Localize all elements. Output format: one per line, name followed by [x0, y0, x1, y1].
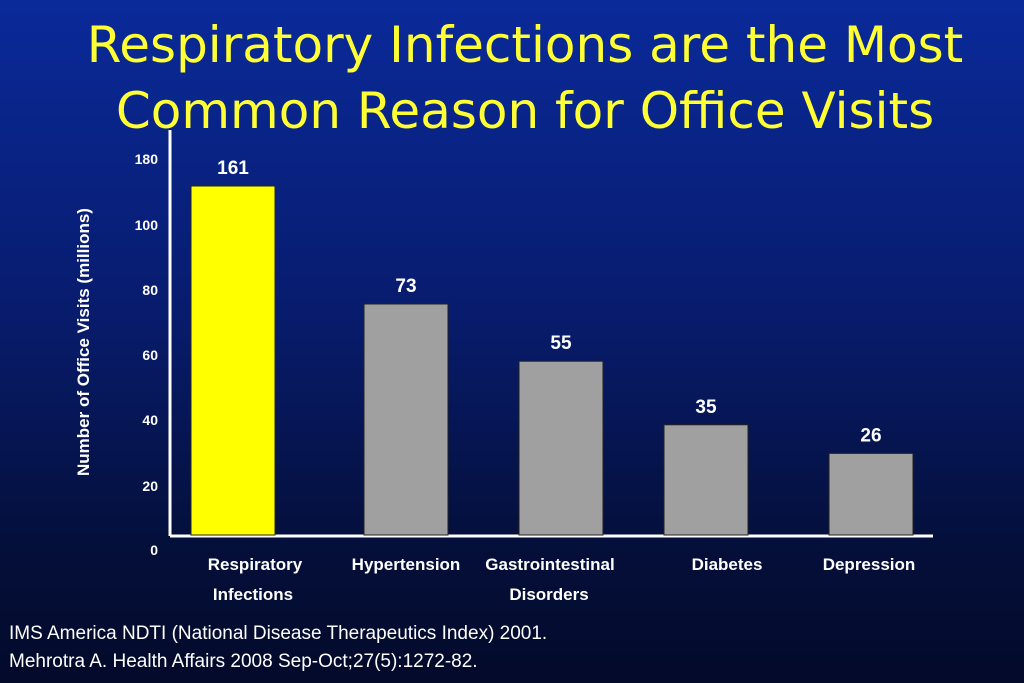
x-tick-label: Respiratory [208, 555, 303, 574]
y-tick-label: 40 [142, 412, 158, 428]
y-tick-label: 100 [135, 217, 159, 233]
data-label: 35 [695, 397, 717, 418]
footnote-line-1: IMS America NDTI (National Disease Thera… [9, 623, 548, 644]
footnote: IMS America NDTI (National Disease Thera… [9, 620, 547, 676]
title-line-1: Respiratory Infections are the Most [86, 16, 964, 74]
y-tick-label: 80 [142, 282, 158, 298]
y-tick-label: 60 [142, 347, 158, 363]
x-tick-label: Depression [823, 555, 916, 574]
data-label: 26 [860, 425, 881, 446]
bar [190, 185, 276, 536]
x-tick-label: Infections [213, 585, 293, 604]
data-label: 73 [395, 276, 416, 297]
y-tick-label: 0 [150, 542, 158, 558]
x-tick-label: Disorders [509, 585, 588, 604]
y-tick-label: 20 [142, 478, 158, 494]
x-tick-label: Hypertension [352, 555, 461, 574]
bar [363, 303, 449, 536]
data-label: 55 [550, 333, 572, 354]
bar [828, 452, 914, 536]
x-tick-label: Gastrointestinal [485, 555, 614, 574]
slide-title: Respiratory Infections are the Most Comm… [0, 12, 1024, 144]
footnote-line-2: Mehrotra A. Health Affairs 2008 Sep-Oct;… [9, 651, 478, 672]
bar [518, 360, 604, 536]
data-label: 161 [217, 158, 249, 179]
title-line-2: Common Reason for Office Visits [115, 82, 935, 140]
y-tick-label: 180 [135, 151, 159, 167]
x-tick-label: Diabetes [692, 555, 763, 574]
bar [663, 424, 749, 536]
